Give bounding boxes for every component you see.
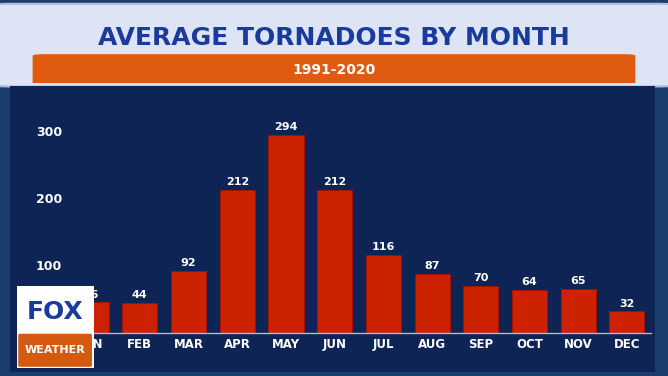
Text: 65: 65 [570,276,586,286]
Bar [269,135,303,333]
Text: 1991-2020: 1991-2020 [293,63,375,77]
Text: 32: 32 [619,299,635,309]
Bar [171,271,206,333]
Text: 92: 92 [181,258,196,268]
Text: 212: 212 [226,177,249,187]
Text: 64: 64 [522,277,537,287]
Bar [512,290,547,333]
FancyBboxPatch shape [3,83,661,375]
Text: 116: 116 [371,242,395,252]
Bar [560,289,596,333]
Text: 70: 70 [473,273,488,283]
FancyBboxPatch shape [12,281,98,373]
Text: 45: 45 [84,290,99,300]
Bar [317,190,352,333]
FancyBboxPatch shape [33,54,635,84]
Bar [73,302,109,333]
Bar [415,274,450,333]
FancyBboxPatch shape [0,4,668,86]
Bar [220,190,255,333]
Text: WEATHER: WEATHER [25,345,86,355]
Bar [122,303,158,333]
Text: FOX: FOX [27,300,84,324]
Bar [609,311,645,333]
Text: 87: 87 [424,261,440,271]
Text: 44: 44 [132,290,148,300]
Text: AVERAGE TORNADOES BY MONTH: AVERAGE TORNADOES BY MONTH [98,26,570,50]
Text: 294: 294 [275,122,298,132]
Bar [366,255,401,333]
Bar [464,286,498,333]
Text: 212: 212 [323,177,346,187]
FancyBboxPatch shape [18,334,92,367]
